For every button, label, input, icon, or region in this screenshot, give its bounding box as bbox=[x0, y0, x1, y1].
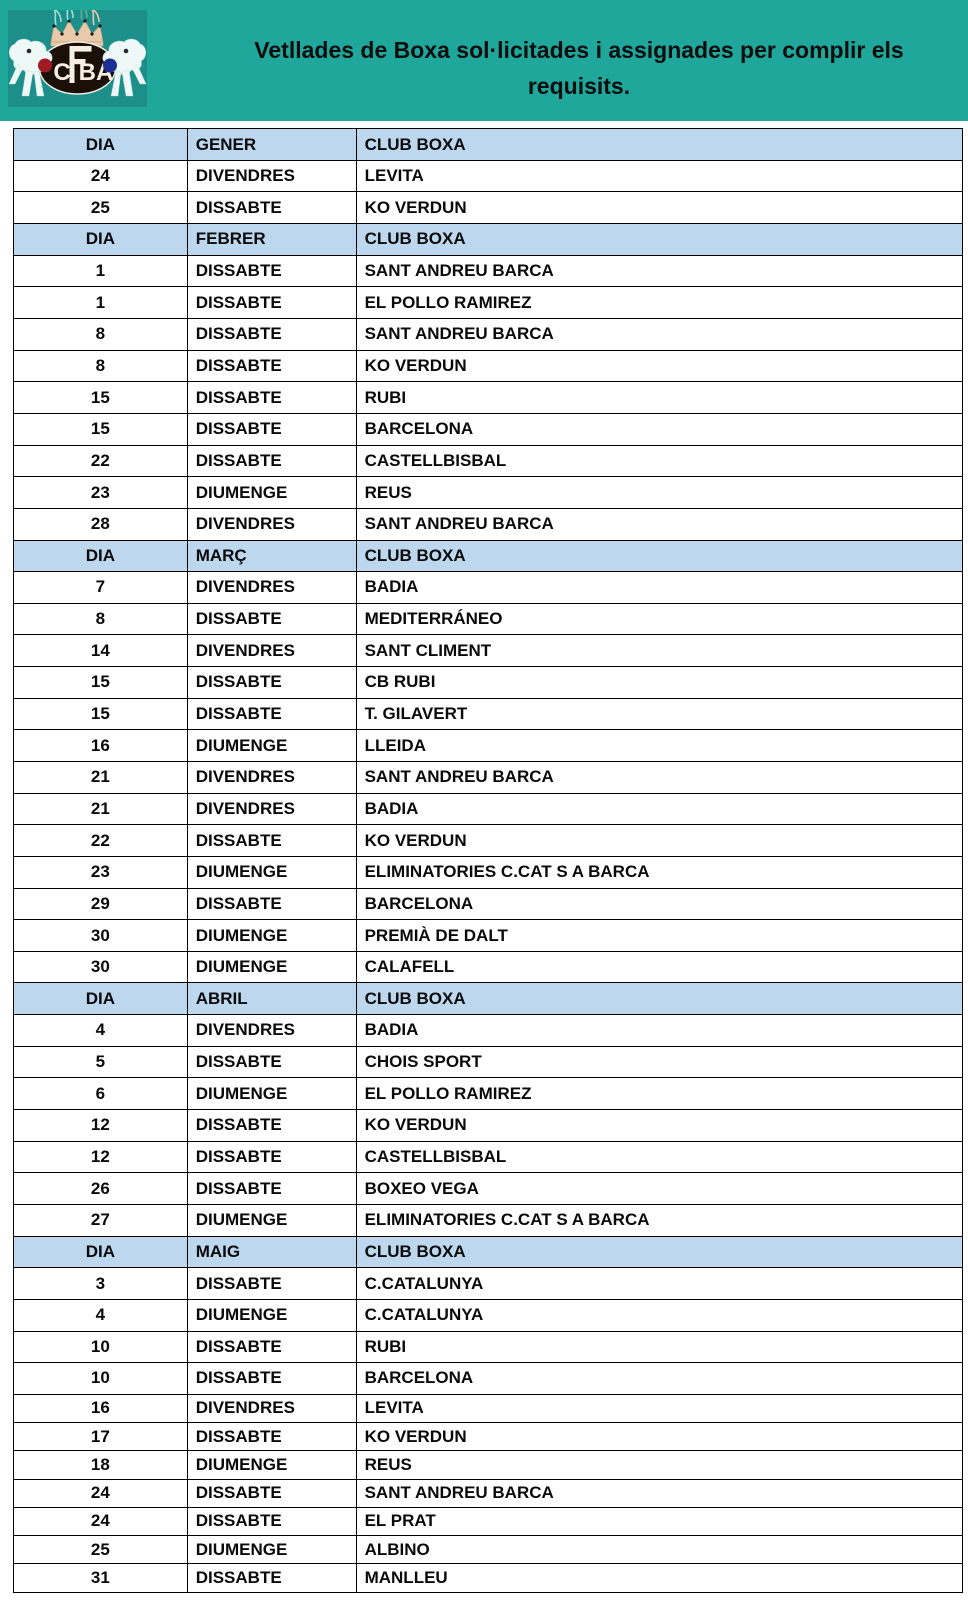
svg-text:C: C bbox=[53, 59, 70, 86]
